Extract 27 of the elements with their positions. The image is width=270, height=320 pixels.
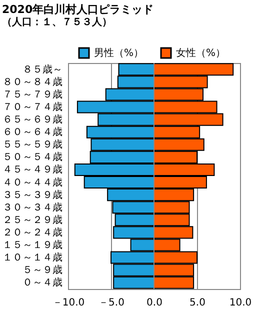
legend-label: 女性（%） — [176, 47, 226, 59]
legend-label: 男性（%） — [94, 47, 144, 59]
y-tick-label: ７０～７４歳 — [2, 101, 62, 114]
y-tick-label: ３０～３４歳 — [2, 201, 62, 214]
y-tick-label: ５５～５９歳 — [2, 138, 62, 151]
x-tick-label: 10.0 — [229, 298, 252, 308]
y-tick-label: ２０～２４歳 — [2, 226, 62, 238]
chart-subtitle: （人口：１、７５３人） — [2, 16, 112, 28]
y-tick-label: ０～４歳 — [22, 276, 62, 289]
y-tick-label: ８５歳～ — [22, 63, 62, 76]
x-tick-label: －5.0 — [98, 298, 124, 308]
x-tick-label: 0.0 — [146, 298, 162, 308]
x-tick-label: 5.0 — [190, 298, 206, 308]
y-tick-label: ４５～４９歳 — [2, 164, 62, 176]
chart-title: 2020年白川村人口ピラミッド — [2, 3, 154, 16]
y-tick-label: ５０～５４歳 — [2, 151, 62, 164]
y-tick-label: ４０～４４歳 — [2, 176, 62, 188]
y-tick-label: ７５～７９歳 — [2, 88, 62, 100]
y-tick-label: ６０～６４歳 — [2, 126, 62, 138]
y-tick-label: ２５～２９歳 — [2, 214, 62, 226]
y-tick-label: ６５～６９歳 — [2, 114, 62, 126]
x-tick-label: －10.0 — [52, 298, 85, 308]
y-tick-label: １０～１４歳 — [2, 252, 62, 264]
y-tick-label: ５～９歳 — [22, 264, 62, 276]
y-tick-label: ８０～８４歳 — [2, 76, 62, 88]
y-tick-label: １５～１９歳 — [2, 238, 62, 251]
y-tick-label: ３５～３９歳 — [2, 188, 62, 201]
